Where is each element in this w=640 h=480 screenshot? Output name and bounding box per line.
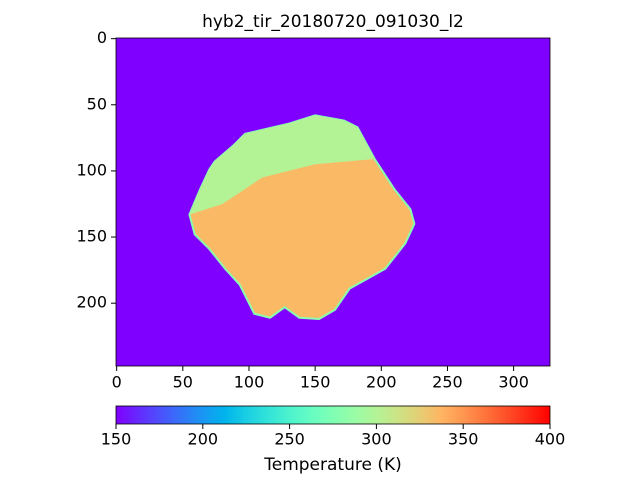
colorbar-tick-label: 350 (448, 430, 479, 449)
x-tick-label: 0 (112, 373, 122, 392)
x-tick-label: 300 (498, 373, 529, 392)
y-tick-label: 150 (76, 227, 107, 246)
x-tick-label: 100 (234, 373, 265, 392)
colorbar-tick-label: 400 (535, 430, 566, 449)
image-region (189, 115, 375, 215)
chart-title: hyb2_tir_20180720_091030_l2 (202, 12, 464, 32)
x-tick-label: 200 (366, 373, 397, 392)
colorbar (115, 405, 551, 425)
axes-frame (115, 37, 551, 367)
colorbar-tick-label: 200 (188, 430, 219, 449)
x-tick-label: 50 (173, 373, 193, 392)
y-tick-label: 0 (97, 28, 107, 47)
x-tick-label: 250 (432, 373, 463, 392)
colorbar-tick-label: 150 (101, 430, 132, 449)
y-tick-label: 200 (76, 293, 107, 312)
colorbar-tick-label: 250 (274, 430, 305, 449)
y-tick-label: 100 (76, 160, 107, 179)
colorbar-tick-label: 300 (361, 430, 392, 449)
x-tick-label: 150 (300, 373, 331, 392)
colorbar-label: Temperature (K) (263, 455, 402, 475)
y-tick-label: 50 (87, 94, 107, 113)
